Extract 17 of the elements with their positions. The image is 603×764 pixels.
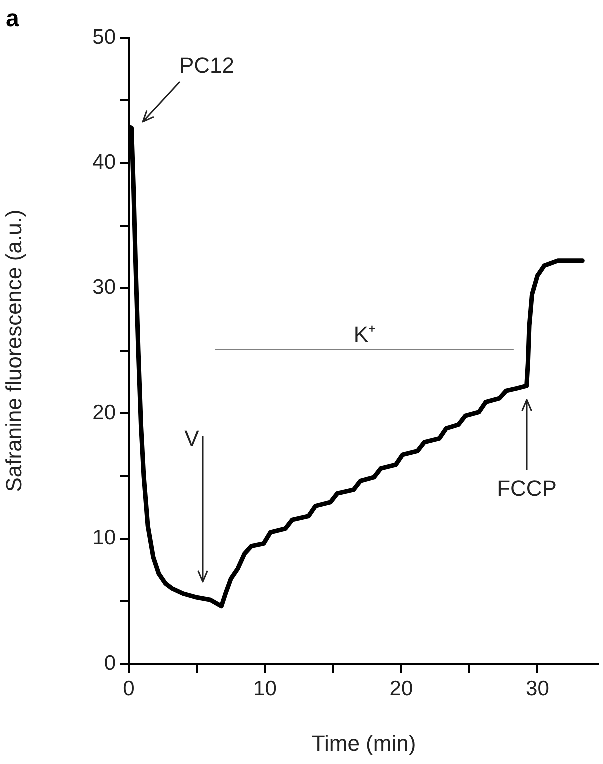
annotation: FCCP [497, 476, 557, 502]
y-tick-label: 10 [92, 526, 116, 550]
y-tick-label: 30 [92, 276, 116, 300]
x-axis-title: Time (min) [312, 730, 416, 756]
text: a [6, 6, 20, 33]
x-tick-label: 0 [123, 677, 135, 700]
series-label: K⁺ [354, 322, 376, 347]
y-tick-label: 40 [92, 150, 116, 174]
x-tick-label: 30 [526, 677, 550, 700]
y-tick-label: 50 [92, 26, 116, 49]
y-tick-label: 20 [92, 401, 116, 424]
x-tick-label: 10 [254, 677, 277, 700]
annotation: PC12 [179, 53, 235, 78]
y-tick-label: 0 [104, 652, 116, 675]
x-tick-label: 20 [390, 677, 414, 700]
y-axis-title: Safranine fluorescence (a.u.) [1, 210, 26, 492]
annotation: V [184, 426, 200, 452]
